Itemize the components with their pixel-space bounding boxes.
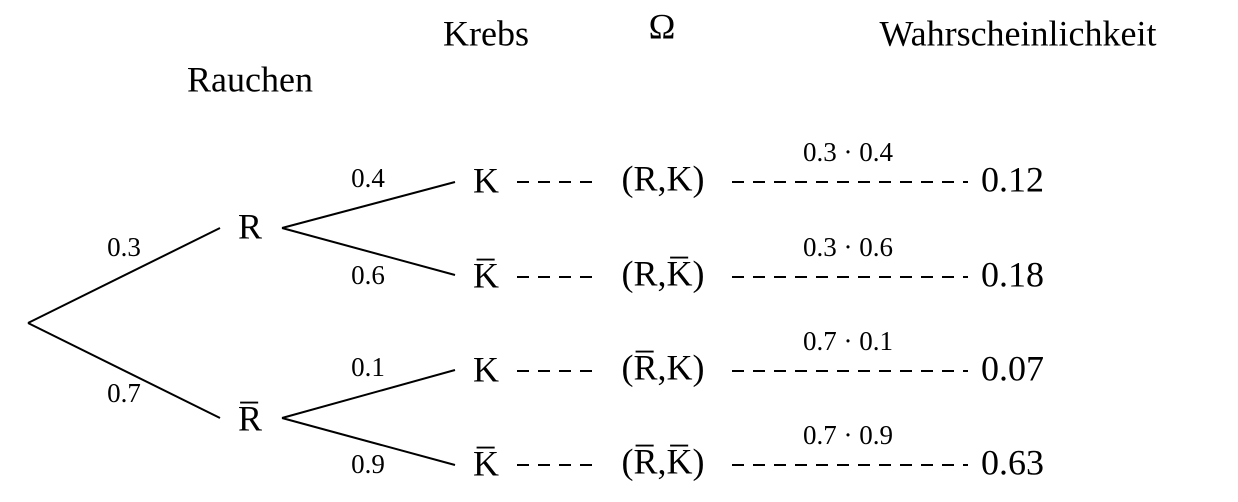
leaf-node: K xyxy=(473,160,499,200)
branch xyxy=(281,227,456,276)
outcome: (R,K̅) xyxy=(622,253,705,293)
edge-probability: 0.1 xyxy=(351,352,385,382)
probability: 0.63 xyxy=(981,442,1044,482)
probability: 0.12 xyxy=(981,159,1044,199)
product: 0.7 · 0.9 xyxy=(803,420,893,450)
branch xyxy=(281,181,456,229)
probability: 0.07 xyxy=(981,348,1044,388)
outcome: (R̅,K) xyxy=(622,347,705,387)
edge-probability: 0.6 xyxy=(351,260,385,290)
product: 0.3 · 0.6 xyxy=(803,232,893,262)
branch xyxy=(27,227,221,324)
edge-probability: 0.9 xyxy=(351,449,385,479)
leaf-node: K xyxy=(473,349,499,389)
branch xyxy=(281,369,456,419)
column-header: Rauchen xyxy=(187,59,313,99)
column-header: Wahrscheinlichkeit xyxy=(880,13,1157,53)
column-header: Krebs xyxy=(443,13,529,53)
leaf-node: K̅ xyxy=(473,255,499,295)
edge-probability: 0.7 xyxy=(107,378,141,408)
outcome: (R,K) xyxy=(622,158,705,198)
product: 0.7 · 0.1 xyxy=(803,326,893,356)
branch xyxy=(27,322,221,419)
column-header: Ω xyxy=(649,6,676,46)
leaf-node: K̅ xyxy=(473,443,499,483)
edge-probability: 0.3 xyxy=(107,232,141,262)
product: 0.3 · 0.4 xyxy=(803,137,893,167)
node: R̅ xyxy=(238,398,262,438)
probability: 0.18 xyxy=(981,254,1044,294)
node: R xyxy=(238,206,262,246)
outcome: (R̅,K̅) xyxy=(622,441,705,481)
outcome-rows: K (R,K) 0.3 · 0.4 0.12 K̅ (R,K̅) 0.3 · 0.6 0.18… xyxy=(473,137,1044,483)
edge-probability: 0.4 xyxy=(351,163,385,193)
branch xyxy=(281,417,456,466)
